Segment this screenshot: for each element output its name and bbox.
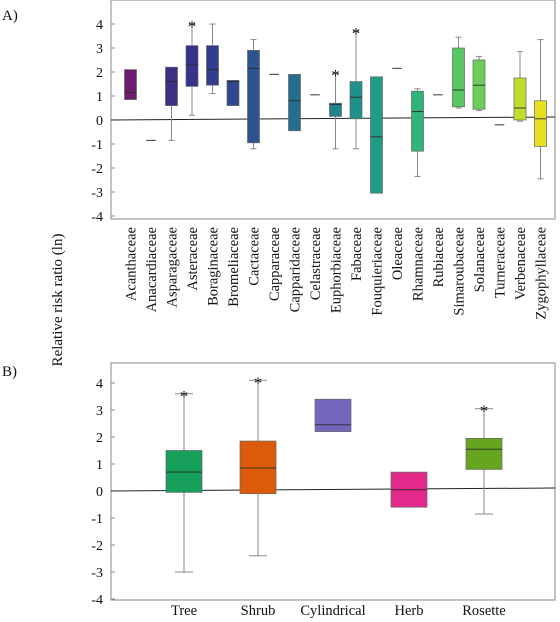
y-tick-label: 2 <box>96 431 103 446</box>
y-tick-label: -2 <box>91 539 103 554</box>
box-iqr <box>247 50 260 144</box>
y-tick-label: 0 <box>96 114 103 129</box>
category-label: Cactaceae <box>247 227 263 286</box>
box-shrub: * <box>239 373 277 557</box>
category-label: Bromeliaceae <box>226 227 242 307</box>
plot-frame <box>110 0 556 220</box>
y-tick-label: 4 <box>96 377 103 392</box>
box-rosette: * <box>465 402 503 515</box>
box-solanaceae <box>472 55 486 111</box>
category-label: Capparidaceae <box>288 227 304 312</box>
panel-a-plot: -4 -3 -2 -1 0 1 2 3 4 Acanthaceae Anacardiaceae Asp… <box>91 0 556 320</box>
panel-a-label: A) <box>2 8 18 24</box>
box-iqr <box>206 45 219 86</box>
box-iqr <box>288 74 301 132</box>
significance-asterisk: * <box>180 387 189 406</box>
significance-asterisk: * <box>188 17 197 36</box>
y-tick-label: 2 <box>96 66 103 81</box>
box-iqr <box>452 47 465 108</box>
category-label: Capparaceae <box>267 227 283 301</box>
category-label: Tree <box>171 603 197 619</box>
box-iqr <box>329 102 342 117</box>
box-iqr <box>472 59 486 110</box>
y-tick-label: 1 <box>96 90 103 105</box>
y-axis-label: Relative risk ratio (ln) <box>50 234 66 367</box>
category-label: Solanaceae <box>472 227 488 292</box>
y-tick-label: -3 <box>91 566 103 581</box>
category-label: Rhamnaceae <box>411 227 427 301</box>
box-fabaceae: * <box>349 24 363 150</box>
box-iqr <box>165 450 203 493</box>
box-iqr <box>124 69 137 100</box>
category-label: Shrub <box>241 603 276 619</box>
box-iqr <box>165 66 178 106</box>
y-tick-label: -1 <box>91 512 103 527</box>
box-capparidaceae <box>288 74 301 132</box>
y-tick-label: -1 <box>91 138 103 153</box>
box-iqr <box>239 440 277 495</box>
category-label: Fouquieriaceae <box>370 227 386 316</box>
significance-asterisk: * <box>254 373 263 392</box>
significance-asterisk: * <box>352 24 361 43</box>
category-label: Herb <box>395 603 424 619</box>
box-iqr <box>370 76 383 194</box>
category-label: Asparagaceae <box>165 227 181 308</box>
box-tree: * <box>165 387 203 573</box>
box-iqr <box>226 80 240 106</box>
box-cactaceae <box>247 39 260 150</box>
plot-frame <box>110 362 556 601</box>
box-iqr <box>513 77 527 121</box>
category-label: Simaroubaceae <box>452 227 468 316</box>
category-label: Rosette <box>462 603 506 619</box>
box-fouquieriaceae <box>370 76 383 194</box>
category-label: Turneraceae <box>493 227 509 298</box>
category-label: Fabaceae <box>349 227 365 281</box>
box-acanthaceae <box>124 69 137 100</box>
panel-b-label: B) <box>2 364 17 380</box>
category-label: Verbenaceae <box>513 227 529 300</box>
box-iqr <box>534 100 547 147</box>
box-rhamnaceae <box>411 88 424 177</box>
box-simaroubaceae <box>452 36 465 109</box>
category-label: Zygophyllaceae <box>534 227 550 320</box>
box-herb <box>390 471 428 508</box>
box-asparagaceae <box>165 66 178 141</box>
y-tick-label: -4 <box>91 210 103 225</box>
box-verbenaceae <box>513 51 527 122</box>
box-iqr <box>349 81 363 120</box>
category-label: Cylindrical <box>300 603 365 619</box>
box-iqr <box>185 45 199 87</box>
box-boraginaceae <box>206 23 219 95</box>
y-tick-label: 3 <box>96 404 103 419</box>
zero-line <box>110 116 556 121</box>
significance-asterisk: * <box>480 402 489 421</box>
box-euphorbiaceae: * <box>329 66 342 150</box>
panel-b-plot: -4 -3 -2 -1 0 1 2 3 4 * Tree * Shrub Cylindrical Herb *… <box>91 362 556 619</box>
category-label: Anacardiaceae <box>144 227 160 312</box>
significance-asterisk: * <box>331 66 340 85</box>
y-tick-label: 0 <box>96 485 103 500</box>
category-label: Boraginaceae <box>206 227 222 306</box>
y-tick-label: -4 <box>91 593 103 608</box>
y-tick-label: 4 <box>96 18 103 33</box>
category-label: Acanthaceae <box>124 227 140 301</box>
box-iqr <box>314 398 352 432</box>
category-label: Celastraceae <box>308 227 324 300</box>
box-zygophyllaceae <box>534 39 547 180</box>
box-bromeliaceae <box>226 80 240 106</box>
category-label: Asteraceae <box>185 227 201 291</box>
category-label: Oleaceae <box>390 227 406 280</box>
y-tick-label: 1 <box>96 458 103 473</box>
box-iqr <box>465 438 503 470</box>
category-label: Rubiaceae <box>431 227 447 287</box>
y-tick-label: -2 <box>91 162 103 177</box>
y-tick-label: 3 <box>96 42 103 57</box>
y-tick-label: -3 <box>91 186 103 201</box>
box-asteraceae: * <box>185 17 199 116</box>
box-iqr <box>411 90 424 152</box>
box-cylindrical <box>314 398 352 432</box>
category-label: Euphorbiaceae <box>329 227 345 313</box>
